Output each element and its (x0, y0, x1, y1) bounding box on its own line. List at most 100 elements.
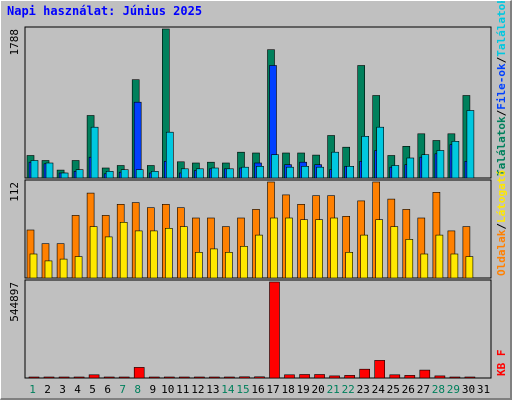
bar-pages-panel-s1-d10 (165, 228, 173, 279)
bar-pages-panel-s1-d1 (29, 253, 38, 279)
bar-hits-panel-s2-d10 (166, 131, 174, 179)
ymax-label-pages-panel: 112 (8, 182, 21, 202)
bar-kbytes-panel-s0-d8 (133, 367, 145, 379)
bar-hits-panel-s2-d11 (181, 168, 189, 179)
bar-hits-panel-s2-d15 (241, 166, 249, 179)
kbytes-panel (24, 279, 492, 379)
bar-hits-panel-s2-d19 (301, 166, 309, 179)
bar-hits-panel-s1-d8 (133, 101, 142, 179)
bar-kbytes-panel-s0-d24 (374, 360, 386, 379)
legend-item-kbytes-panel-0: KB F (495, 350, 508, 377)
bar-pages-panel-s1-d4 (74, 256, 83, 279)
bar-kbytes-panel-s0-d14 (224, 376, 235, 379)
day-label-14: 14 (221, 383, 235, 396)
bar-kbytes-panel-s0-d4 (73, 376, 85, 379)
bar-hits-panel-s2-d25 (391, 165, 400, 179)
bar-hits-panel-s2-d21 (331, 151, 339, 179)
legend-hits-panel: Találatok/File-ok/Találatok (495, 1, 508, 176)
bar-pages-panel-s1-d22 (345, 252, 354, 279)
bar-pages-panel-s1-d21 (330, 217, 338, 279)
bar-pages-panel-s1-d25 (390, 226, 399, 279)
day-label-30: 30 (462, 383, 475, 396)
day-label-8: 8 (134, 383, 141, 396)
bar-hits-panel-s2-d12 (196, 168, 204, 179)
bar-kbytes-panel-s0-d28 (434, 375, 446, 379)
day-label-24: 24 (372, 383, 386, 396)
bar-pages-panel-s1-d3 (59, 258, 68, 279)
day-label-21: 21 (327, 383, 340, 396)
bar-hits-panel-s2-d24 (376, 126, 385, 179)
bar-pages-panel-s1-d23 (360, 234, 369, 279)
bar-kbytes-panel-s0-d5 (88, 374, 100, 379)
day-label-22: 22 (342, 383, 355, 396)
day-label-11: 11 (176, 383, 189, 396)
day-label-20: 20 (311, 383, 324, 396)
bar-kbytes-panel-s0-d12 (194, 376, 205, 379)
bar-hits-panel-s2-d3 (60, 172, 69, 179)
bar-hits-panel-s2-d2 (45, 162, 54, 179)
bar-hits-panel-s2-d8 (135, 169, 144, 179)
day-label-25: 25 (387, 383, 400, 396)
bar-hits-panel-s2-d5 (90, 126, 99, 179)
day-label-23: 23 (357, 383, 370, 396)
bar-pages-panel-s1-d2 (44, 260, 53, 279)
bar-pages-panel-s1-d11 (180, 226, 188, 279)
bar-kbytes-panel-s0-d25 (389, 374, 401, 379)
bar-kbytes-panel-s0-d3 (58, 376, 70, 379)
bar-kbytes-panel-s0-d30 (464, 376, 476, 379)
bar-hits-panel-s2-d6 (105, 171, 114, 179)
bar-kbytes-panel-s0-d21 (329, 375, 340, 379)
day-label-1: 1 (29, 383, 36, 396)
ymax-label-kbytes-panel: 544897 (8, 282, 21, 322)
legend-item-hits-panel-0: Találatok (495, 116, 508, 176)
bar-kbytes-panel-s0-d2 (43, 376, 55, 379)
chart-title: Napi használat: Június 2025 (7, 4, 203, 18)
day-label-10: 10 (161, 383, 174, 396)
bar-pages-panel-s1-d15 (240, 246, 248, 279)
day-label-3: 3 (59, 383, 66, 396)
bar-hits-panel-s2-d29 (451, 141, 460, 179)
bar-kbytes-panel-s0-d15 (239, 376, 250, 379)
bar-pages-panel-s1-d28 (435, 234, 444, 279)
bar-kbytes-panel-s0-d13 (209, 376, 220, 379)
bar-hits-panel-s2-d4 (75, 169, 84, 179)
day-label-9: 9 (149, 383, 156, 396)
legend-item-hits-panel-1: / (495, 109, 508, 116)
bar-kbytes-panel-s0-d16 (254, 376, 265, 379)
bar-kbytes-panel-s0-d1 (28, 376, 40, 379)
day-label-2: 2 (44, 383, 51, 396)
bar-pages-panel-s1-d14 (225, 252, 233, 279)
ymax-label-hits-panel: 1788 (8, 29, 21, 56)
day-label-13: 13 (206, 383, 219, 396)
bar-kbytes-panel-s0-d23 (359, 368, 371, 379)
bar-pages-panel-s1-d13 (210, 248, 218, 279)
legend-item-pages-panel-1: / (495, 223, 508, 230)
bar-pages-panel-s1-d29 (450, 253, 459, 279)
bar-pages-panel-s1-d30 (465, 256, 474, 279)
bar-hits-panel-s2-d22 (346, 166, 355, 179)
day-label-18: 18 (281, 383, 294, 396)
day-label-16: 16 (251, 383, 264, 396)
bar-pages-panel-s1-d19 (300, 219, 308, 279)
bar-hits-panel-s2-d18 (286, 166, 294, 179)
bar-pages-panel-s1-d5 (89, 226, 98, 279)
bar-hits-panel-s2-d26 (406, 157, 415, 179)
day-label-29: 29 (447, 383, 460, 396)
bar-kbytes-panel-s0-d17 (269, 281, 280, 379)
bar-hits-panel-s2-d27 (421, 154, 430, 179)
bar-pages-panel-s1-d16 (255, 234, 263, 279)
bar-kbytes-panel-s0-d18 (284, 374, 295, 379)
bar-hits-panel-s2-d20 (316, 166, 324, 179)
bar-hits-panel-s2-d17 (271, 154, 279, 179)
day-label-4: 4 (74, 383, 81, 396)
day-label-6: 6 (104, 383, 111, 396)
bar-kbytes-panel-s0-d22 (344, 375, 356, 379)
bar-pages-panel-s1-d8 (134, 230, 143, 279)
bar-hits-panel-s2-d16 (256, 166, 264, 179)
bar-pages-panel-s1-d17 (270, 217, 278, 279)
legend-item-hits-panel-2: File-ok (495, 63, 508, 110)
bar-hits-panel-s2-d13 (211, 167, 219, 179)
bar-kbytes-panel-s0-d7 (118, 376, 130, 379)
day-label-7: 7 (119, 383, 126, 396)
